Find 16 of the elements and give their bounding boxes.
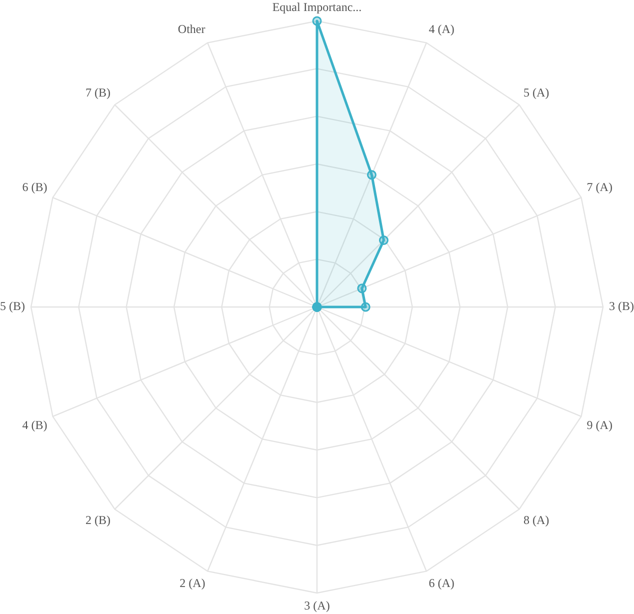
spoke-label: 3 (B) <box>609 299 634 314</box>
spoke-label: 6 (B) <box>22 180 48 194</box>
spoke-label: 5 (B) <box>0 299 25 314</box>
spoke-label: Equal Importanc... <box>272 0 362 14</box>
spoke-label: 5 (A) <box>523 85 550 100</box>
spoke-label: 9 (A) <box>586 418 612 432</box>
spoke-label: 3 (A) <box>304 598 330 612</box>
spoke-label: 4 (A) <box>428 22 454 36</box>
spoke-label: 2 (A) <box>180 576 206 590</box>
spoke-label: 6 (A) <box>428 576 454 590</box>
spoke-label: 7 (B) <box>86 85 111 100</box>
spoke-label: 4 (B) <box>22 418 48 432</box>
spoke-label: 7 (A) <box>586 180 612 194</box>
spoke-label: 8 (A) <box>523 512 550 527</box>
spoke-label: Other <box>178 22 206 36</box>
spoke-label: 2 (B) <box>86 512 111 527</box>
